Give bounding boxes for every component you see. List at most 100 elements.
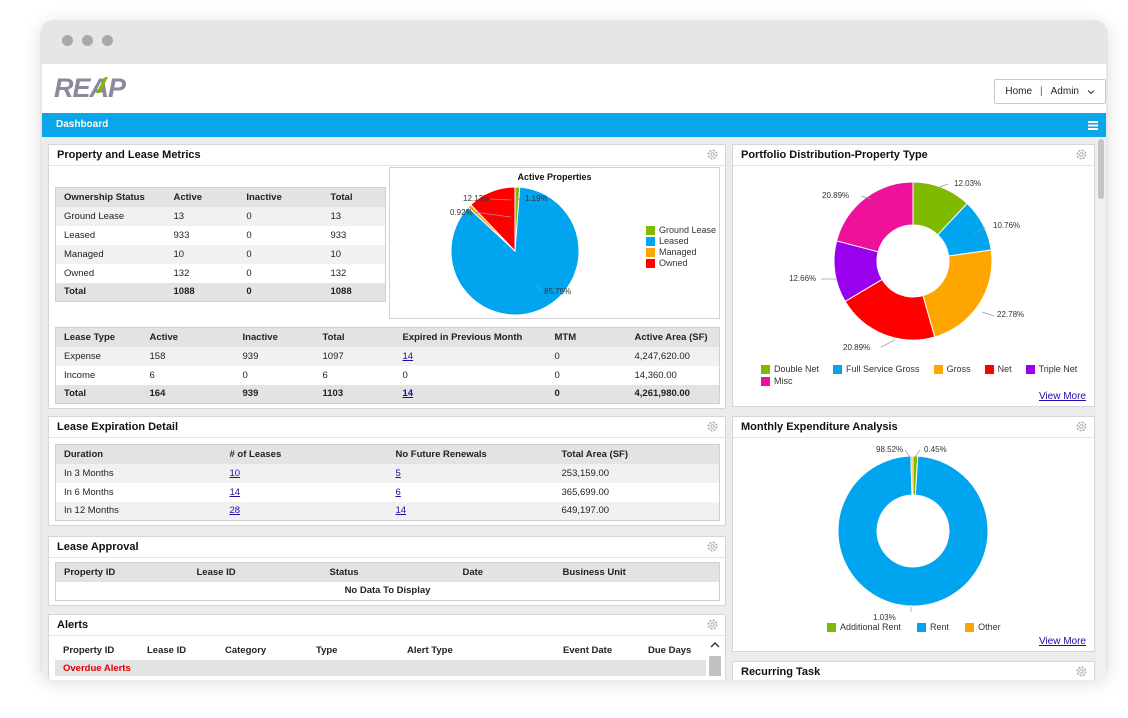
column-header: Alert Type [399,641,555,660]
table-cell: 0 [554,369,560,381]
column-header: Total Area (SF) [553,444,720,464]
gear-icon[interactable] [1075,148,1088,161]
app-header: REAP Home | Admin [42,64,1106,113]
gear-icon[interactable] [706,618,719,631]
panel-title: Alerts [57,619,89,631]
table-cell: 0 [546,384,627,404]
table-row: In 6 Months 14 6 365,699.00 [56,483,720,502]
legend-item[interactable]: Gross [933,364,971,374]
legend-item[interactable]: Triple Net [1025,364,1077,374]
pie-leader-lines [904,449,921,612]
window-dot-2[interactable] [82,35,93,46]
legend-label: Ground Lease [659,225,717,235]
leases-link[interactable]: 14 [229,486,241,498]
panel-title: Property and Lease Metrics [57,149,201,161]
table-cell: 10 [221,463,388,483]
table-cell: 164 [141,384,235,404]
gear-icon[interactable] [706,420,719,433]
table-cell: Total [55,282,166,302]
column-header: Property ID [55,562,189,582]
renewals-link[interactable]: 5 [395,467,401,479]
table-cell: 13 [322,206,386,226]
pie-slice-misc[interactable] [836,181,914,253]
gear-icon[interactable] [1075,665,1088,678]
table-cell: 0 [246,267,252,279]
pie-slice-owned[interactable] [470,186,516,253]
pie-slice-other[interactable] [910,455,914,496]
legend-label: Full Service Gross [846,364,920,374]
legend-item[interactable]: Other [965,622,1001,632]
column-header: Due Days [640,641,706,660]
logo-text: REAP [54,73,127,102]
logo-accent-icon [96,77,108,93]
table-cell: Total [55,384,142,404]
table-cell: 6 [388,483,554,502]
pie-slice-gross[interactable] [922,249,993,338]
legend-item[interactable]: Double Net [761,364,819,374]
leases-link[interactable]: 10 [229,467,241,479]
legend-label: Managed [659,247,697,257]
expired-total-link[interactable]: 14 [402,388,414,400]
table-total-row: Total 164 939 1103 14 0 4,261,980.00 [55,384,720,404]
legend-item[interactable]: Leased [646,236,716,246]
table-cell: 132 [330,267,347,279]
menu-icon[interactable] [1088,121,1098,130]
table-cell: 0 [238,206,323,226]
pie-label-double-net: 12.03% [954,179,982,188]
legend-item[interactable]: Ground Lease [646,225,716,235]
legend-label: Other [978,622,1001,632]
column-header: Total [314,327,395,347]
legend-item[interactable]: Managed [646,247,716,257]
chevron-down-icon[interactable] [1087,88,1095,96]
column-header: Business Unit [554,562,720,582]
lease-expiration-panel: Lease Expiration Detail Duration # of Le… [48,416,726,526]
table-row: Expense 158 939 1097 14 0 4,247,620.00 [55,346,720,366]
leases-link[interactable]: 28 [229,505,241,517]
legend-swatch [646,225,655,235]
table-cell: 13 [165,206,239,226]
window-dot-3[interactable] [102,35,113,46]
legend-item[interactable]: Full Service Gross [833,364,920,374]
panel-title: Monthly Expenditure Analysis [741,421,898,433]
view-more-link[interactable]: View More [1038,391,1086,402]
column-header: Total [322,187,386,207]
column-header: No Future Renewals [387,444,554,464]
renewals-link[interactable]: 14 [395,505,407,517]
gear-icon[interactable] [706,540,719,553]
table-cell: 14 [222,483,388,502]
pie-leader-lines [821,183,995,348]
window-dot-1[interactable] [62,35,73,46]
table-cell: 14 [394,346,547,366]
nav-home[interactable]: Home [1005,86,1033,97]
portfolio-legend: Double Net Full Service Gross Gross Net … [761,364,1091,386]
gear-icon[interactable] [706,148,719,161]
table-cell: 158 [141,346,235,366]
legend-swatch [761,364,770,374]
legend-item[interactable]: Rent [917,622,949,632]
panel-divider [49,557,725,558]
legend-item[interactable]: Owned [646,258,716,268]
panel-divider [733,437,1094,438]
view-more-link[interactable]: View More [1038,636,1086,647]
lease-approval-panel: Lease Approval Property ID Lease ID Stat… [48,536,726,606]
pie-slice-rent[interactable] [837,455,989,607]
legend-item[interactable]: Net [984,364,1012,374]
reap-logo[interactable]: REAP [52,72,152,102]
legend-swatch [965,622,975,632]
table-cell: In 6 Months [64,486,114,498]
alerts-scrollbar[interactable] [709,656,721,676]
nav-admin[interactable]: Admin [1050,86,1079,97]
expired-link[interactable]: 14 [402,350,414,362]
legend-item[interactable]: Additional Rent [827,622,901,632]
renewals-link[interactable]: 6 [395,486,401,498]
panel-divider [733,165,1094,166]
dashboard-bar: Dashboard [42,113,1106,137]
active-properties-legend: Ground Lease Leased Managed Owned [646,225,716,268]
table-cell: 14,360.00 [634,369,677,381]
gear-icon[interactable] [1075,420,1088,433]
pie-label-ground-lease: 1.19% [525,194,548,203]
page-scrollbar[interactable] [1096,137,1106,680]
scroll-up-icon[interactable] [709,639,721,651]
legend-item[interactable]: Misc [761,376,793,386]
page-scrollbar-thumb[interactable] [1098,139,1104,199]
